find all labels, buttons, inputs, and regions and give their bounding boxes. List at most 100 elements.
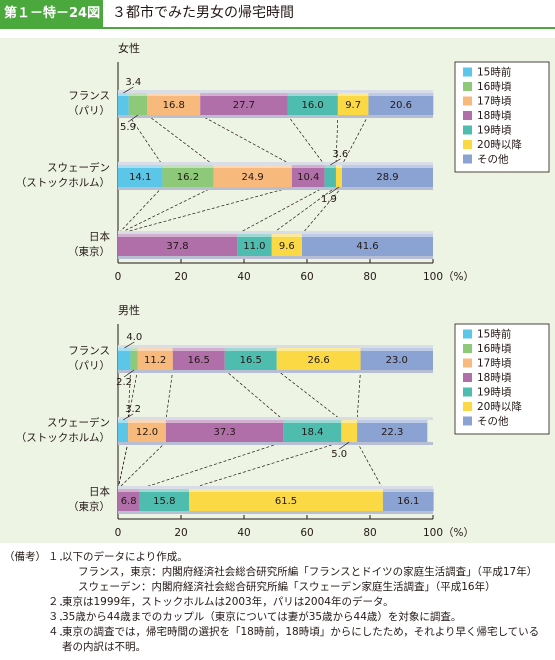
bar-bottom-bevel — [118, 187, 433, 190]
data-label-leader — [339, 441, 350, 450]
bar-segment — [200, 93, 288, 115]
bar-top-bevel — [118, 345, 433, 348]
bar-segment — [172, 348, 225, 370]
note-item-2: ２． 東京は1999年，ストックホルムは2003年，パリは2004年のデータ。 — [4, 595, 552, 610]
legend-label: 17時頃 — [477, 96, 512, 108]
bar-segment-highlight — [324, 165, 336, 168]
connector-line — [224, 369, 284, 421]
bar-segment — [276, 348, 361, 370]
bar-segment-highlight — [283, 420, 342, 423]
bar-segment-highlight — [118, 165, 163, 168]
bar-segment-highlight — [172, 348, 225, 351]
bar-segment — [341, 165, 433, 187]
legend-swatch — [463, 329, 472, 339]
notes-heading: （備考） — [4, 551, 46, 563]
bar-segment-highlight — [165, 420, 284, 423]
note-number: ３． — [48, 611, 69, 623]
x-tick-label: 80 — [363, 271, 376, 283]
x-tick-label: 60 — [300, 271, 313, 283]
bar-top-bevel — [118, 486, 433, 489]
bar-bottom-bevel — [118, 115, 433, 118]
bar-segment — [189, 489, 383, 511]
category-label: （パリ） — [68, 360, 110, 372]
data-label: 28.9 — [376, 172, 398, 183]
legend-label: その他 — [477, 415, 509, 428]
connector-line — [335, 114, 339, 166]
connector-line — [128, 114, 163, 166]
data-label: 41.6 — [356, 241, 378, 252]
connector-line — [271, 186, 337, 235]
bar-segment — [382, 489, 434, 511]
bar-segment — [224, 348, 277, 370]
data-label: 14.1 — [129, 172, 151, 183]
note-item-4: ４． 東京の調査では，帰宅時間の選択を「18時前，18時頃」からにしたため，それ… — [4, 625, 552, 640]
data-label: 10.4 — [297, 172, 319, 183]
notes: （備考） １． 以下のデータにより作成。 フランス，東京：内閣府経済社会総合研究… — [4, 550, 552, 655]
data-label: 26.6 — [308, 355, 330, 366]
data-label: 16.5 — [240, 355, 262, 366]
bar-segment — [357, 420, 428, 442]
category-label: フランス — [68, 345, 110, 357]
bar-segment — [162, 165, 214, 187]
legend-label: 18時頃 — [477, 372, 512, 384]
data-label: 4.0 — [126, 332, 142, 343]
bar-bottom-bevel — [118, 442, 433, 445]
note-item-1: （備考） １． 以下のデータにより作成。 — [4, 550, 552, 565]
stacked-bar-charts: 女性0 20 40 60 80 100 （%）フランス（パリ）スウェーデン（ストックホルム）… — [16, 41, 550, 539]
bar-segment-highlight — [118, 420, 129, 423]
bar-segment-highlight — [287, 93, 338, 96]
bar-segment-highlight — [237, 234, 272, 237]
bar-segment — [118, 234, 238, 256]
bar-segment-highlight — [276, 348, 361, 351]
category-label: 日本 — [89, 230, 110, 243]
data-label: 37.3 — [213, 427, 235, 438]
category-label: （東京） — [68, 500, 110, 513]
connector-line — [356, 441, 384, 490]
data-label: 16.8 — [163, 100, 185, 111]
bar-top-bevel — [118, 417, 433, 420]
x-axis-unit-label: （%） — [443, 271, 474, 283]
note-text: スウェーデン：内閣府経済社会総合研究所編「スウェーデン家庭生活調査」（平成16年… — [78, 581, 496, 593]
bar-segment-highlight — [213, 165, 292, 168]
bar-segment-highlight — [128, 93, 148, 96]
legend-swatch — [463, 67, 472, 77]
legend-swatch — [463, 82, 472, 91]
bar-segment-highlight — [341, 165, 433, 168]
bar-segment — [118, 93, 129, 115]
category-label: フランス — [68, 90, 110, 102]
connector-line — [200, 114, 293, 166]
data-label: 15.8 — [153, 496, 175, 507]
data-label: 22.3 — [381, 427, 403, 438]
bar-segment — [324, 165, 336, 187]
legend-label: 19時頃 — [477, 125, 512, 137]
connector-line — [117, 441, 167, 490]
x-tick-label: 20 — [174, 271, 187, 283]
category-label: （パリ） — [68, 105, 110, 117]
data-label: 3.4 — [125, 77, 141, 88]
data-label-leader — [122, 413, 134, 421]
data-label-leader — [124, 341, 135, 349]
bar-segment-highlight — [162, 165, 214, 168]
bar-segment — [237, 234, 272, 256]
data-label: 3.6 — [332, 149, 348, 160]
data-label-leader — [123, 86, 134, 94]
legend-swatch — [463, 125, 472, 135]
connector-line — [117, 186, 163, 235]
data-label-leader — [127, 114, 139, 123]
legend-label: 18時頃 — [477, 110, 512, 122]
bar-segment — [165, 420, 284, 442]
category-label: 日本 — [89, 485, 110, 498]
data-label: 2.2 — [116, 377, 132, 388]
bar-segment-highlight — [337, 93, 369, 96]
bar-segment — [368, 93, 434, 115]
bar-segment-highlight — [360, 348, 433, 351]
connector-line — [139, 441, 284, 490]
x-tick-label: 0 — [115, 271, 122, 283]
x-tick-label: 40 — [237, 271, 250, 283]
note-text: 東京は1999年，ストックホルムは2003年，パリは2004年のデータ。 — [62, 596, 394, 608]
x-tick-label: 60 — [300, 527, 313, 539]
bar-segment-highlight — [291, 165, 325, 168]
data-label: 16.0 — [302, 100, 324, 111]
data-label: 24.9 — [242, 172, 264, 183]
bar-segment — [137, 348, 173, 370]
